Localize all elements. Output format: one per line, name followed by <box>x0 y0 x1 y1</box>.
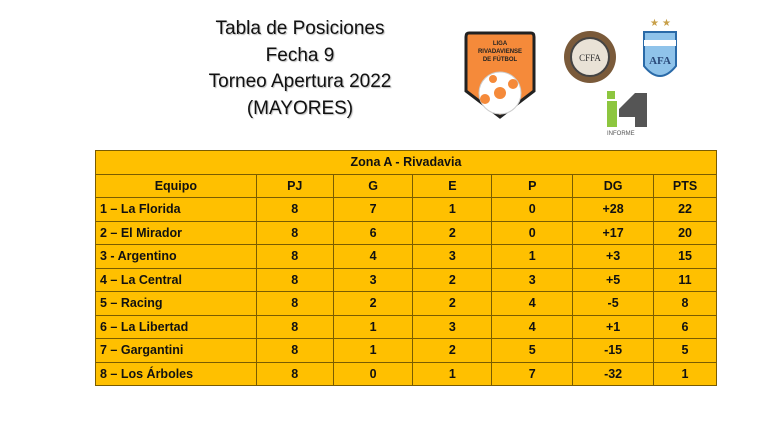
cell-team: 3 - Argentino <box>95 244 257 269</box>
cell-won: 1 <box>332 314 414 339</box>
cell-played: 8 <box>255 267 334 292</box>
cell-drawn: 3 <box>412 244 493 269</box>
cell-points: 5 <box>653 338 717 363</box>
cell-team: 8 – Los Árboles <box>95 361 257 386</box>
column-header: G <box>332 173 414 198</box>
cell-drawn: 1 <box>412 197 493 222</box>
page-title: Tabla de Posiciones Fecha 9 Torneo Apert… <box>170 16 430 122</box>
cell-won: 3 <box>332 267 414 292</box>
cell-goal-diff: -32 <box>572 361 655 386</box>
column-header: DG <box>572 173 655 198</box>
cell-drawn: 3 <box>412 314 493 339</box>
column-header: PJ <box>255 173 334 198</box>
cell-played: 8 <box>255 244 334 269</box>
informe-logo: INFORME <box>607 91 647 137</box>
cell-drawn: 2 <box>412 220 493 245</box>
cell-points: 8 <box>653 291 717 316</box>
cell-points: 11 <box>653 267 717 292</box>
cell-played: 8 <box>255 220 334 245</box>
standings-table: Zona A - Rivadavia Equipo PJ G E P DG PTS 1 – … <box>95 150 717 386</box>
liga-rivadaviense-logo: LIGA RIVADAVIENSE DE FÚTBOL <box>464 31 536 119</box>
cell-lost: 0 <box>491 220 574 245</box>
table-row: 7 – Gargantini 8 1 2 5 -15 5 <box>95 338 717 363</box>
cell-goal-diff: +5 <box>572 267 655 292</box>
cell-drawn: 2 <box>412 267 493 292</box>
cell-lost: 0 <box>491 197 574 222</box>
cell-won: 1 <box>332 338 414 363</box>
cell-lost: 7 <box>491 361 574 386</box>
cell-team: 5 – Racing <box>95 291 257 316</box>
svg-text:RIVADAVIENSE: RIVADAVIENSE <box>478 49 522 55</box>
cell-lost: 1 <box>491 244 574 269</box>
cell-points: 1 <box>653 361 717 386</box>
svg-text:INFORME: INFORME <box>607 131 635 137</box>
column-header: Equipo <box>95 173 257 198</box>
svg-text:★: ★ <box>662 18 671 29</box>
cell-team: 7 – Gargantini <box>95 338 257 363</box>
svg-text:AFA: AFA <box>649 55 671 67</box>
cell-won: 6 <box>332 220 414 245</box>
cell-lost: 4 <box>491 314 574 339</box>
afa-logo: ★ ★ AFA <box>643 18 677 77</box>
title-line: Fecha 9 <box>265 44 335 66</box>
cell-lost: 5 <box>491 338 574 363</box>
column-header: PTS <box>653 173 717 198</box>
cffa-logo: CFFA <box>564 31 616 83</box>
cell-lost: 4 <box>491 291 574 316</box>
cell-points: 22 <box>653 197 717 222</box>
svg-text:★: ★ <box>650 18 659 29</box>
cell-points: 15 <box>653 244 717 269</box>
cell-won: 4 <box>332 244 414 269</box>
table-row: 6 – La Libertad 8 1 3 4 +1 6 <box>95 314 717 339</box>
cell-drawn: 1 <box>412 361 493 386</box>
cell-won: 0 <box>332 361 414 386</box>
svg-text:LIGA: LIGA <box>493 41 508 47</box>
cell-team: 1 – La Florida <box>95 197 257 222</box>
column-headers: Equipo PJ G E P DG PTS <box>95 173 717 198</box>
table-row: 4 – La Central 8 3 2 3 +5 11 <box>95 267 717 292</box>
table-row: 8 – Los Árboles 8 0 1 7 -32 1 <box>95 361 717 386</box>
title-line: Torneo Apertura 2022 <box>208 71 392 92</box>
cell-team: 6 – La Libertad <box>95 314 257 339</box>
cell-points: 6 <box>653 314 717 339</box>
zone-title: Zona A - Rivadavia <box>95 150 717 175</box>
cell-won: 2 <box>332 291 414 316</box>
title-line: (MAYORES) <box>246 97 354 119</box>
cell-played: 8 <box>255 314 334 339</box>
title-line: Tabla de Posiciones <box>215 18 385 39</box>
cell-team: 2 – El Mirador <box>95 220 257 245</box>
column-header: E <box>412 173 493 198</box>
cell-drawn: 2 <box>412 338 493 363</box>
column-header: P <box>491 173 574 198</box>
table-row: 2 – El Mirador 8 6 2 0 +17 20 <box>95 220 717 245</box>
table-row: 3 - Argentino 8 4 3 1 +3 15 <box>95 244 717 269</box>
svg-text:DE FÚTBOL: DE FÚTBOL <box>483 56 518 63</box>
table-row: 5 – Racing 8 2 2 4 -5 8 <box>95 291 717 316</box>
cell-points: 20 <box>653 220 717 245</box>
cell-goal-diff: +28 <box>572 197 655 222</box>
svg-text:CFFA: CFFA <box>579 53 601 63</box>
cell-won: 7 <box>332 197 414 222</box>
cell-goal-diff: +1 <box>572 314 655 339</box>
cell-goal-diff: -15 <box>572 338 655 363</box>
cell-team: 4 – La Central <box>95 267 257 292</box>
cell-played: 8 <box>255 197 334 222</box>
cell-played: 8 <box>255 338 334 363</box>
cell-lost: 3 <box>491 267 574 292</box>
cell-played: 8 <box>255 361 334 386</box>
cell-goal-diff: -5 <box>572 291 655 316</box>
cell-goal-diff: +17 <box>572 220 655 245</box>
cell-goal-diff: +3 <box>572 244 655 269</box>
table-row: 1 – La Florida 8 7 1 0 +28 22 <box>95 197 717 222</box>
cell-drawn: 2 <box>412 291 493 316</box>
cell-played: 8 <box>255 291 334 316</box>
